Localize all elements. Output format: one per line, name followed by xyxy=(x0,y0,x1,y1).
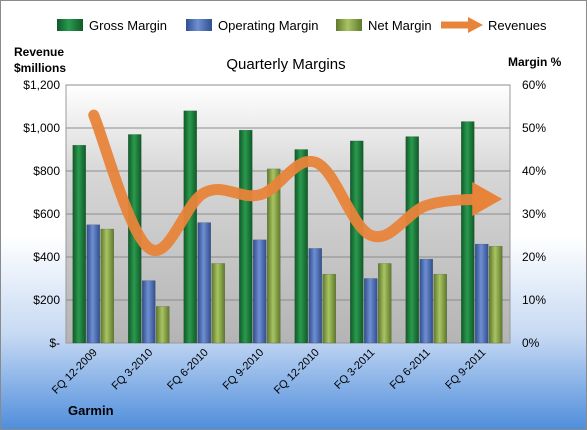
legend-label-net-margin: Net Margin xyxy=(368,18,432,33)
gross-margin-bar xyxy=(461,121,475,344)
net-margin-bar xyxy=(211,263,225,344)
operating-margin-bar xyxy=(308,248,322,344)
left-tick-label: $1,000 xyxy=(23,121,60,135)
legend-swatch-operating-margin xyxy=(186,19,212,31)
revenues-line xyxy=(88,109,488,256)
net-margin-bar xyxy=(433,273,447,344)
right-tick-label: 60% xyxy=(522,78,546,92)
gross-margin-bar xyxy=(239,129,253,344)
right-tick-label: 30% xyxy=(522,207,546,221)
operating-margin-bar xyxy=(364,278,378,344)
legend-swatch-revenues xyxy=(441,17,483,33)
net-margin-bar xyxy=(156,306,170,344)
operating-margin-bar xyxy=(253,239,267,344)
operating-margin-bar xyxy=(86,224,100,344)
legend-swatch-net-margin xyxy=(336,19,362,31)
operating-margin-bar xyxy=(475,243,489,344)
operating-margin-bar xyxy=(142,280,156,344)
left-tick-label: $800 xyxy=(33,164,60,178)
net-margin-bar xyxy=(322,273,336,344)
left-tick-label: $- xyxy=(49,336,60,350)
gross-margin-bar xyxy=(405,136,419,344)
chart-title: Quarterly Margins xyxy=(226,56,345,73)
revenue-line-layer xyxy=(88,109,503,256)
gross-margin-bar xyxy=(72,144,86,344)
left-tick-label: $200 xyxy=(33,293,60,307)
gross-margin-bar xyxy=(183,110,197,344)
net-margin-bar xyxy=(100,228,114,344)
gross-margin-bar xyxy=(350,140,364,344)
net-margin-bar xyxy=(267,168,281,344)
left-tick-label: $600 xyxy=(33,207,60,221)
left-tick-label: $1,200 xyxy=(23,78,60,92)
net-margin-bar xyxy=(489,246,503,344)
gross-margin-bar xyxy=(294,149,308,344)
revenues-arrowhead xyxy=(472,181,503,216)
left-axis-title-line2: $millions xyxy=(14,61,66,75)
bars xyxy=(72,110,503,344)
right-tick-label: 50% xyxy=(522,121,546,135)
legend-label-revenues: Revenues xyxy=(488,18,547,33)
right-axis-title: Margin % xyxy=(508,55,562,69)
left-axis-title-line1: Revenue xyxy=(14,45,64,59)
right-axis-ticks: 0% 10% 20% 30% 40% 50% 60% xyxy=(522,78,546,350)
left-axis-ticks: $- $200 $400 $600 $800 $1,000 $1,200 xyxy=(23,78,60,350)
right-tick-label: 40% xyxy=(522,164,546,178)
net-margin-bar xyxy=(378,263,392,344)
right-tick-label: 0% xyxy=(522,336,540,350)
operating-margin-bar xyxy=(419,258,433,344)
left-tick-label: $400 xyxy=(33,250,60,264)
legend-label-gross-margin: Gross Margin xyxy=(89,18,167,33)
operating-margin-bar xyxy=(197,222,211,344)
legend-label-operating-margin: Operating Margin xyxy=(218,18,318,33)
legend: Gross Margin Operating Margin Net Margin… xyxy=(57,17,547,33)
legend-swatch-gross-margin xyxy=(57,19,83,31)
right-tick-label: 20% xyxy=(522,250,546,264)
right-tick-label: 10% xyxy=(522,293,546,307)
company-label: Garmin xyxy=(68,403,114,418)
